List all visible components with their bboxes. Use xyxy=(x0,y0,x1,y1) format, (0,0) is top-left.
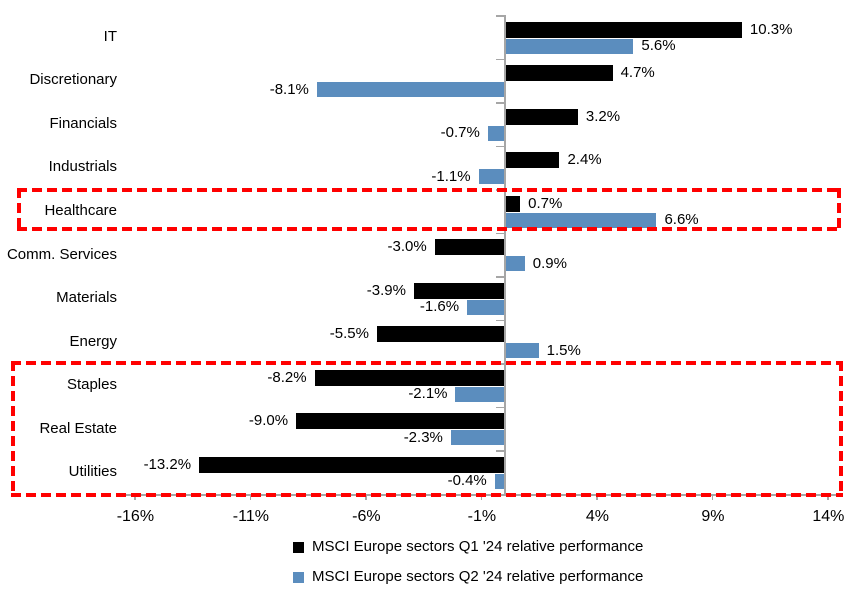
value-label: 10.3% xyxy=(749,20,793,38)
x-tick-label: 4% xyxy=(585,508,609,525)
bar-q2-it xyxy=(504,38,634,54)
bar-q2-staples xyxy=(455,386,504,402)
category-label-materials: Materials xyxy=(56,289,117,307)
category-label-utilities: Utilities xyxy=(68,463,117,481)
category-label-energy: Energy xyxy=(69,332,117,350)
bar-q2-healthcare xyxy=(504,212,657,228)
legend-item-q1: MSCI Europe sectors Q1 '24 relative perf… xyxy=(293,536,643,558)
value-label: -5.5% xyxy=(329,325,369,343)
value-label: -8.2% xyxy=(267,368,307,386)
y-axis-line xyxy=(504,15,506,494)
bar-q1-financials xyxy=(504,108,578,125)
x-tick xyxy=(480,494,483,500)
legend: MSCI Europe sectors Q1 '24 relative perf… xyxy=(293,536,643,596)
legend-swatch-q1-icon xyxy=(293,541,304,553)
value-label: -0.7% xyxy=(440,124,480,142)
value-label: -1.1% xyxy=(431,167,471,185)
category-label-staples: Staples xyxy=(66,376,117,394)
x-tick-label: -16% xyxy=(116,508,155,525)
bar-q2-real-estate xyxy=(450,430,504,446)
highlight-box-top xyxy=(11,361,843,366)
category-label-discretionary: Discretionary xyxy=(29,71,117,89)
value-label: -0.4% xyxy=(447,472,487,490)
highlight-box-bottom xyxy=(17,227,841,232)
category-label-healthcare: Healthcare xyxy=(44,201,117,219)
category-label-industrials: Industrials xyxy=(48,158,117,176)
category-tick xyxy=(496,276,504,278)
category-tick xyxy=(496,145,504,148)
legend-label-q2: MSCI Europe sectors Q2 '24 relative perf… xyxy=(312,568,644,585)
highlight-box-right xyxy=(837,187,841,232)
highlight-box-bottom xyxy=(11,492,843,497)
value-label: -9.0% xyxy=(248,412,289,430)
bar-q1-utilities xyxy=(199,456,504,473)
value-label: 4.7% xyxy=(620,64,655,82)
bar-q1-materials xyxy=(413,282,504,299)
x-tick-label: -6% xyxy=(352,508,381,525)
bar-q2-financials xyxy=(487,125,504,141)
legend-swatch-q2-icon xyxy=(293,571,304,583)
category-tick xyxy=(496,232,504,235)
value-label: 3.2% xyxy=(585,107,621,125)
value-label: -2.1% xyxy=(408,385,448,403)
bar-q1-healthcare xyxy=(504,195,521,212)
category-tick xyxy=(496,406,504,409)
value-label: -13.2% xyxy=(143,455,192,473)
x-tick xyxy=(134,494,136,500)
value-label: -3.0% xyxy=(387,238,427,256)
category-tick xyxy=(496,450,504,452)
x-tick xyxy=(365,494,367,500)
x-tick-label: -11% xyxy=(232,508,269,525)
x-tick-label: 14% xyxy=(812,508,845,525)
value-label: -8.1% xyxy=(269,80,309,98)
legend-item-q2: MSCI Europe sectors Q2 '24 relative perf… xyxy=(293,566,643,588)
value-label: 5.6% xyxy=(641,37,676,54)
legend-label-q1: MSCI Europe sectors Q1 '24 relative perf… xyxy=(312,538,644,555)
category-label-real-estate: Real Estate xyxy=(39,419,117,437)
bar-q2-industrials xyxy=(478,169,504,185)
category-tick xyxy=(496,102,504,104)
bar-q1-real-estate xyxy=(296,413,504,430)
bar-q2-utilities xyxy=(494,473,504,489)
bar-q1-it xyxy=(504,21,742,38)
value-label: 0.7% xyxy=(528,194,563,212)
bar-q1-energy xyxy=(376,326,504,343)
bar-q2-comm-services xyxy=(504,256,525,272)
x-tick-label: -1% xyxy=(467,508,497,525)
value-label: 6.6% xyxy=(664,211,699,229)
value-label: -3.9% xyxy=(366,281,406,299)
bar-q2-materials xyxy=(467,299,504,315)
category-label-financials: Financials xyxy=(49,114,117,132)
bar-q1-staples xyxy=(314,369,504,386)
value-label: 1.5% xyxy=(546,341,581,359)
bar-q1-industrials xyxy=(504,152,560,169)
category-tick xyxy=(496,58,504,61)
highlight-box-right xyxy=(839,361,843,497)
x-tick-label: 9% xyxy=(701,508,725,525)
value-label: 2.4% xyxy=(567,151,602,169)
value-label: -1.6% xyxy=(419,298,460,316)
bar-q2-discretionary xyxy=(316,82,504,98)
bar-q2-energy xyxy=(504,343,539,359)
value-label: -2.3% xyxy=(403,428,443,446)
x-tick xyxy=(596,494,598,500)
highlight-box-left xyxy=(17,187,21,232)
category-label-comm-services: Comm. Services xyxy=(6,245,117,263)
x-tick xyxy=(249,494,252,500)
bar-q1-discretionary xyxy=(504,65,613,82)
category-tick xyxy=(496,15,504,17)
x-tick xyxy=(827,494,829,500)
highlight-box-left xyxy=(11,361,15,497)
bar-q1-comm-services xyxy=(434,239,504,256)
category-label-it: IT xyxy=(103,27,117,45)
category-tick xyxy=(496,319,504,322)
x-tick xyxy=(711,494,714,500)
value-label: 0.9% xyxy=(532,254,567,272)
highlight-box-top xyxy=(17,187,841,192)
